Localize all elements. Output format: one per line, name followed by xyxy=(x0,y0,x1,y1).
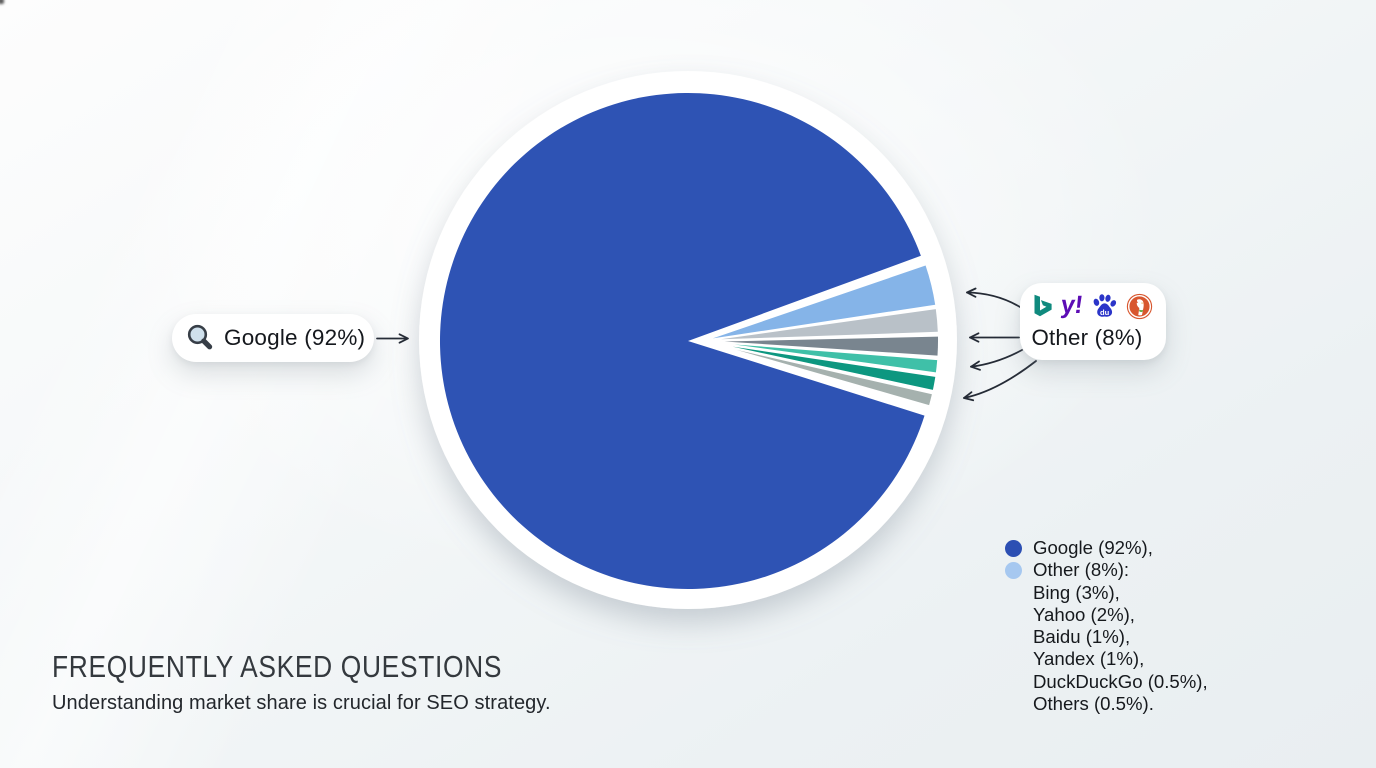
svg-text:du: du xyxy=(1100,308,1110,317)
